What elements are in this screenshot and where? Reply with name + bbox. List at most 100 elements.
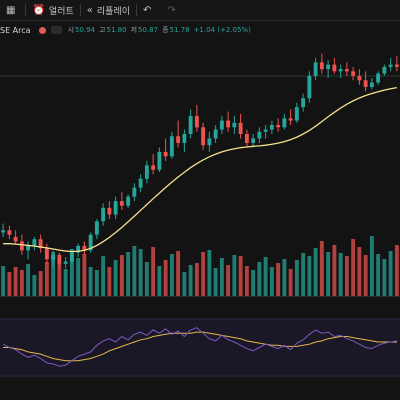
alarm-clock-icon: ⏰ — [32, 4, 45, 16]
volume-bar — [7, 272, 12, 296]
volume-bar — [13, 267, 18, 296]
candle-body — [7, 230, 12, 235]
candle-body — [163, 151, 168, 157]
candle-body — [26, 245, 31, 251]
volume-bar — [244, 266, 249, 296]
candle-body — [138, 178, 143, 188]
redo-icon: ↷ — [167, 4, 176, 16]
volume-bar — [388, 251, 393, 296]
volume-bar — [357, 247, 362, 296]
volume-bar — [307, 256, 312, 296]
candle-body — [282, 118, 287, 128]
candle-body — [113, 201, 118, 215]
candle-body — [144, 165, 149, 179]
volume-bar — [163, 260, 168, 296]
candle-body — [376, 73, 381, 83]
candle-body — [269, 125, 274, 130]
volume-bar — [82, 254, 87, 296]
candle-body — [126, 196, 131, 206]
candle-body — [338, 69, 343, 72]
redo-button[interactable]: ↷ — [161, 0, 185, 20]
candle-body — [257, 131, 262, 139]
moving-average — [3, 87, 397, 253]
volume-bar — [351, 239, 356, 296]
volume-bar — [126, 252, 131, 296]
candle-body — [382, 66, 387, 74]
candle-body — [313, 62, 318, 76]
candle-body — [213, 129, 218, 139]
high-value: 51.80 — [106, 26, 127, 34]
candle-body — [307, 75, 312, 99]
candle-body — [276, 125, 281, 128]
undo-button[interactable]: ↶ — [137, 0, 161, 20]
candle-body — [226, 120, 231, 128]
candle-body — [263, 129, 268, 132]
candle-body — [188, 116, 193, 134]
volume-bars — [1, 236, 399, 296]
volume-bar — [219, 258, 224, 296]
volume-bar — [294, 260, 299, 296]
volume-bar — [101, 256, 106, 296]
candle-body — [394, 64, 399, 67]
candle-body — [157, 151, 162, 170]
volume-bar — [207, 250, 212, 296]
candle-body — [201, 127, 206, 146]
market-status-icon — [38, 26, 46, 34]
oscillator-pane — [0, 318, 400, 377]
volume-bar — [338, 253, 343, 296]
low-label: 저 — [130, 26, 138, 34]
volume-bar — [251, 270, 256, 296]
volume-bar — [182, 272, 187, 296]
volume-bar — [313, 248, 318, 296]
symbol-exchange[interactable]: SE Arca — [0, 25, 31, 35]
candle-body — [326, 64, 331, 70]
undo-icon: ↶ — [143, 4, 152, 16]
volume-bar — [157, 266, 162, 296]
volume-bar — [119, 255, 124, 296]
open-label: 시 — [67, 26, 75, 34]
candle-body — [38, 239, 43, 249]
candle-body — [63, 261, 68, 264]
candle-body — [44, 248, 49, 260]
oscillator-line — [2, 327, 397, 367]
volume-bar — [226, 265, 231, 296]
alerts-button[interactable]: ⏰ 얼러트 — [26, 0, 79, 20]
candle-body — [82, 245, 87, 251]
candle-body — [107, 207, 112, 215]
candle-body — [132, 187, 137, 197]
volume-bar — [276, 263, 281, 296]
volume-bar — [282, 259, 287, 296]
volume-bar — [94, 270, 99, 296]
indicators-button[interactable]: ▦ — [0, 0, 25, 20]
moving-average-line — [3, 87, 397, 253]
candle-body — [1, 230, 6, 233]
candles — [1, 53, 399, 269]
candle-body — [32, 239, 37, 246]
volume-bar — [44, 262, 49, 296]
volume-bar — [201, 252, 206, 296]
candle-body — [94, 221, 99, 235]
close-label: 종 — [162, 26, 169, 34]
candle-body — [238, 122, 243, 134]
high-label: 고 — [99, 26, 106, 34]
volume-bar — [32, 275, 37, 296]
candle-body — [19, 241, 24, 251]
candle-body — [101, 207, 106, 222]
close-value: 51.78 — [169, 26, 190, 34]
volume-bar — [257, 262, 262, 296]
rewind-icon: « — [86, 4, 93, 16]
pane-divider[interactable] — [0, 296, 400, 297]
volume-bar — [376, 254, 381, 296]
volume-bar — [363, 255, 368, 296]
volume-bar — [132, 246, 137, 296]
volume-bar — [332, 245, 337, 296]
candle-body — [169, 136, 174, 157]
oscillator-signal-line — [3, 331, 397, 362]
toolbar-divider — [136, 4, 137, 16]
candle-body — [219, 120, 224, 130]
volume-bar — [151, 247, 156, 296]
replay-button[interactable]: « 리플레이 — [81, 0, 136, 20]
candle-body — [251, 138, 256, 143]
candle-body — [69, 252, 74, 262]
